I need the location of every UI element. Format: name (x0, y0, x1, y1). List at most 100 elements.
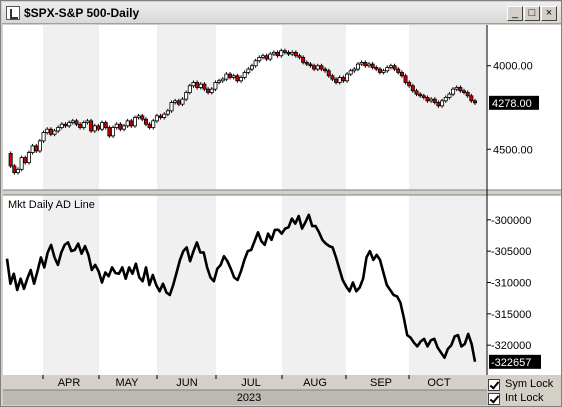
ad-line (5, 213, 477, 363)
candle-body (34, 145, 39, 152)
candle-body (30, 145, 35, 153)
lower-y-tick-label: -305000 (491, 246, 531, 258)
month-band (409, 25, 457, 375)
candle-body (198, 83, 203, 88)
lower-y-tick-label: -320000 (491, 340, 531, 352)
candle-body (52, 130, 57, 135)
candle-body (286, 51, 291, 55)
candle-body (67, 122, 72, 127)
month-label: MAY (115, 377, 139, 389)
candle-body (308, 63, 313, 67)
candle-body (15, 168, 20, 174)
candle-body (410, 85, 415, 92)
candle-body (48, 128, 53, 135)
candle-body (45, 128, 50, 133)
last-value-box (489, 354, 541, 369)
sym-lock-check-icon[interactable] (488, 379, 500, 391)
month-band (43, 25, 99, 375)
candle-body (63, 123, 68, 127)
candle-body (407, 82, 412, 87)
minimize-button[interactable]: _ (507, 6, 523, 21)
chart-area[interactable]: Mkt Daily AD Line 4500.00 4000.00 4278.00 -… (3, 25, 561, 375)
candle-body (290, 51, 295, 55)
candle-body (41, 132, 46, 142)
candle-body (235, 75, 240, 82)
candle-body (169, 102, 174, 112)
year-label: 2023 (237, 392, 261, 404)
candle-body (447, 93, 452, 98)
candle-body (206, 88, 211, 93)
candle-body (396, 68, 401, 73)
maximize-button[interactable]: □ (524, 6, 540, 21)
candle-body (388, 65, 393, 68)
candle-body (140, 115, 145, 120)
candle-body (377, 68, 382, 73)
candle-body (465, 92, 470, 97)
int-lock-check-icon[interactable] (488, 393, 500, 405)
candle-body (191, 82, 196, 87)
candle-body (301, 56, 306, 63)
candle-body (180, 98, 185, 105)
month-label: SEP (370, 377, 392, 389)
candle-body (111, 127, 116, 137)
candle-body (125, 120, 130, 127)
candle-body (443, 97, 448, 102)
candle-body (81, 122, 86, 128)
candle-body (330, 75, 335, 80)
candle-body (440, 100, 445, 107)
title-bar[interactable]: $SPX-S&P 500-Daily _ □ × (2, 2, 561, 24)
candle-body (74, 120, 79, 125)
candle-body (217, 80, 222, 83)
lower-y-tick-label: -315000 (491, 309, 531, 321)
candle-body (213, 82, 218, 90)
candle-body (454, 87, 459, 90)
candle-body (114, 123, 119, 128)
candle-body (326, 70, 331, 77)
candle-body (363, 62, 368, 67)
candle-body (462, 90, 467, 93)
candle-body (143, 118, 148, 125)
sym-lock-label: Sym Lock (505, 378, 554, 390)
candle-body (359, 62, 364, 65)
candle-body (136, 115, 141, 118)
candle-body (238, 77, 243, 82)
candle-body (253, 60, 258, 67)
candle-body (472, 100, 477, 104)
month-label: AUG (303, 377, 327, 389)
candle-body (345, 73, 350, 82)
candle-body (56, 127, 61, 132)
candle-body (451, 88, 456, 95)
candle-body (78, 123, 83, 128)
int-lock-label: Int Lock (505, 392, 544, 404)
candle-body (403, 75, 408, 83)
candle-body (242, 72, 247, 78)
candle-body (421, 95, 426, 98)
candle-body (231, 75, 236, 78)
int-lock-checkbox[interactable]: Int Lock (488, 392, 560, 406)
candle-body (89, 120, 94, 132)
close-button[interactable]: × (541, 6, 557, 21)
chart-svg[interactable]: Mkt Daily AD Line 4500.00 4000.00 4278.00 -… (3, 25, 561, 375)
candle-body (399, 72, 404, 77)
candle-body (418, 93, 423, 97)
candle-body (432, 98, 437, 103)
candle-body (271, 51, 276, 55)
candle-body (228, 73, 233, 78)
candle-body (385, 67, 390, 72)
candle-body (469, 95, 474, 102)
candle-body (429, 98, 434, 102)
candle-body (341, 77, 346, 82)
candle-body (158, 115, 163, 118)
candle-body (374, 67, 379, 70)
candle-body (392, 65, 397, 70)
candle-body (19, 157, 24, 170)
candle-body (334, 78, 339, 83)
candle-body (8, 153, 13, 167)
candle-body (107, 127, 112, 137)
candle-body (23, 157, 28, 164)
candle-body (220, 78, 225, 82)
candle-body (257, 56, 262, 62)
candle-body (195, 82, 200, 88)
sym-lock-checkbox[interactable]: Sym Lock (488, 378, 560, 392)
candle-body (96, 125, 101, 130)
